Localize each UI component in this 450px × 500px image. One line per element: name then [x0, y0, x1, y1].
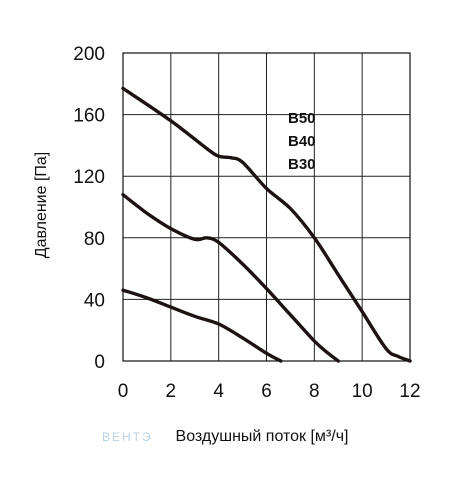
y-tick-labels: 0 40 80 120 160 200 [73, 44, 105, 373]
legend-entry-b50: B50 [288, 110, 316, 127]
series-line-b40 [121, 193, 340, 363]
x-tick-label-3: 6 [261, 381, 272, 402]
legend-entry-b30: B30 [288, 156, 316, 173]
watermark-text: ВЕНТЭ [102, 430, 153, 444]
y-tick-label-4: 160 [73, 106, 105, 127]
legend: B50 B40 B30 [288, 110, 316, 173]
y-tick-label-1: 40 [84, 290, 105, 311]
x-tick-label-0: 0 [118, 381, 129, 402]
y-axis-label: Давление [Па] [33, 152, 50, 259]
x-tick-label-2: 4 [213, 381, 224, 402]
series-layer [121, 86, 412, 363]
legend-entry-b40: B40 [288, 133, 316, 150]
series-line-b50 [121, 86, 412, 363]
x-tick-label-1: 2 [166, 381, 177, 402]
x-axis-label: Воздушный поток [м³/ч] [176, 428, 349, 445]
grid [122, 52, 411, 362]
plot-frame [122, 52, 411, 362]
x-tick-label-4: 8 [309, 381, 320, 402]
x-tick-label-6: 12 [399, 381, 420, 402]
series-line-b30 [121, 288, 283, 363]
x-tick-labels: 0 2 4 6 8 10 12 [118, 381, 421, 402]
x-tick-label-5: 10 [352, 381, 373, 402]
y-tick-label-0: 0 [94, 352, 105, 373]
y-tick-label-3: 120 [73, 167, 105, 188]
y-tick-label-5: 200 [73, 44, 105, 65]
y-tick-label-2: 80 [84, 229, 105, 250]
